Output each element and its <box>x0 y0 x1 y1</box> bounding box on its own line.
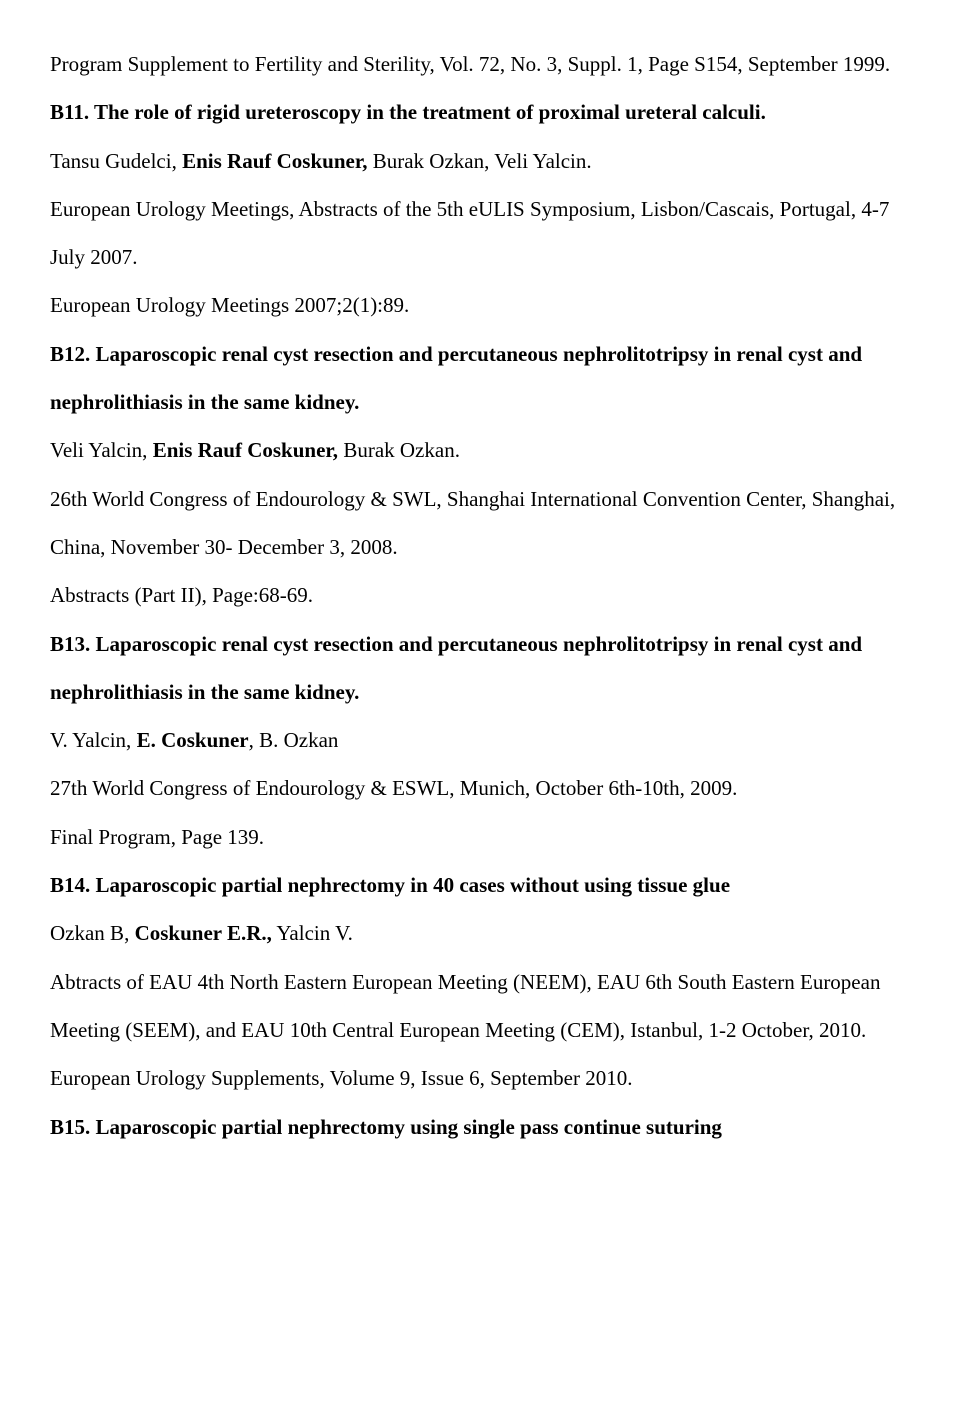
author-text: Burak Ozkan. <box>338 438 460 462</box>
paragraph: Final Program, Page 139. <box>50 813 910 861</box>
author-highlight: Coskuner E.R., <box>135 921 272 945</box>
authors-line: Veli Yalcin, Enis Rauf Coskuner, Burak O… <box>50 426 910 474</box>
reference-title: B13. Laparoscopic renal cyst resection a… <box>50 620 910 717</box>
paragraph: Abstracts (Part II), Page:68-69. <box>50 571 910 619</box>
reference-title: B15. Laparoscopic partial nephrectomy us… <box>50 1103 910 1151</box>
author-text: Burak Ozkan, Veli Yalcin. <box>367 149 591 173</box>
paragraph: Abtracts of EAU 4th North Eastern Europe… <box>50 958 910 1055</box>
authors-line: Ozkan B, Coskuner E.R., Yalcin V. <box>50 909 910 957</box>
paragraph: European Urology Supplements, Volume 9, … <box>50 1054 910 1102</box>
author-highlight: Enis Rauf Coskuner, <box>182 149 367 173</box>
reference-title: B12. Laparoscopic renal cyst resection a… <box>50 330 910 427</box>
author-text: , B. Ozkan <box>249 728 339 752</box>
authors-line: V. Yalcin, E. Coskuner, B. Ozkan <box>50 716 910 764</box>
author-text: Ozkan B, <box>50 921 135 945</box>
paragraph: 27th World Congress of Endourology & ESW… <box>50 764 910 812</box>
author-highlight: Enis Rauf Coskuner, <box>153 438 338 462</box>
author-text: V. Yalcin, <box>50 728 137 752</box>
author-text: Tansu Gudelci, <box>50 149 182 173</box>
paragraph: European Urology Meetings 2007;2(1):89. <box>50 281 910 329</box>
reference-title: B11. The role of rigid ureteroscopy in t… <box>50 88 910 136</box>
paragraph: European Urology Meetings, Abstracts of … <box>50 185 910 282</box>
authors-line: Tansu Gudelci, Enis Rauf Coskuner, Burak… <box>50 137 910 185</box>
paragraph: Program Supplement to Fertility and Ster… <box>50 40 910 88</box>
author-text: Veli Yalcin, <box>50 438 153 462</box>
reference-title: B14. Laparoscopic partial nephrectomy in… <box>50 861 910 909</box>
paragraph: 26th World Congress of Endourology & SWL… <box>50 475 910 572</box>
author-highlight: E. Coskuner <box>137 728 249 752</box>
author-text: Yalcin V. <box>272 921 353 945</box>
